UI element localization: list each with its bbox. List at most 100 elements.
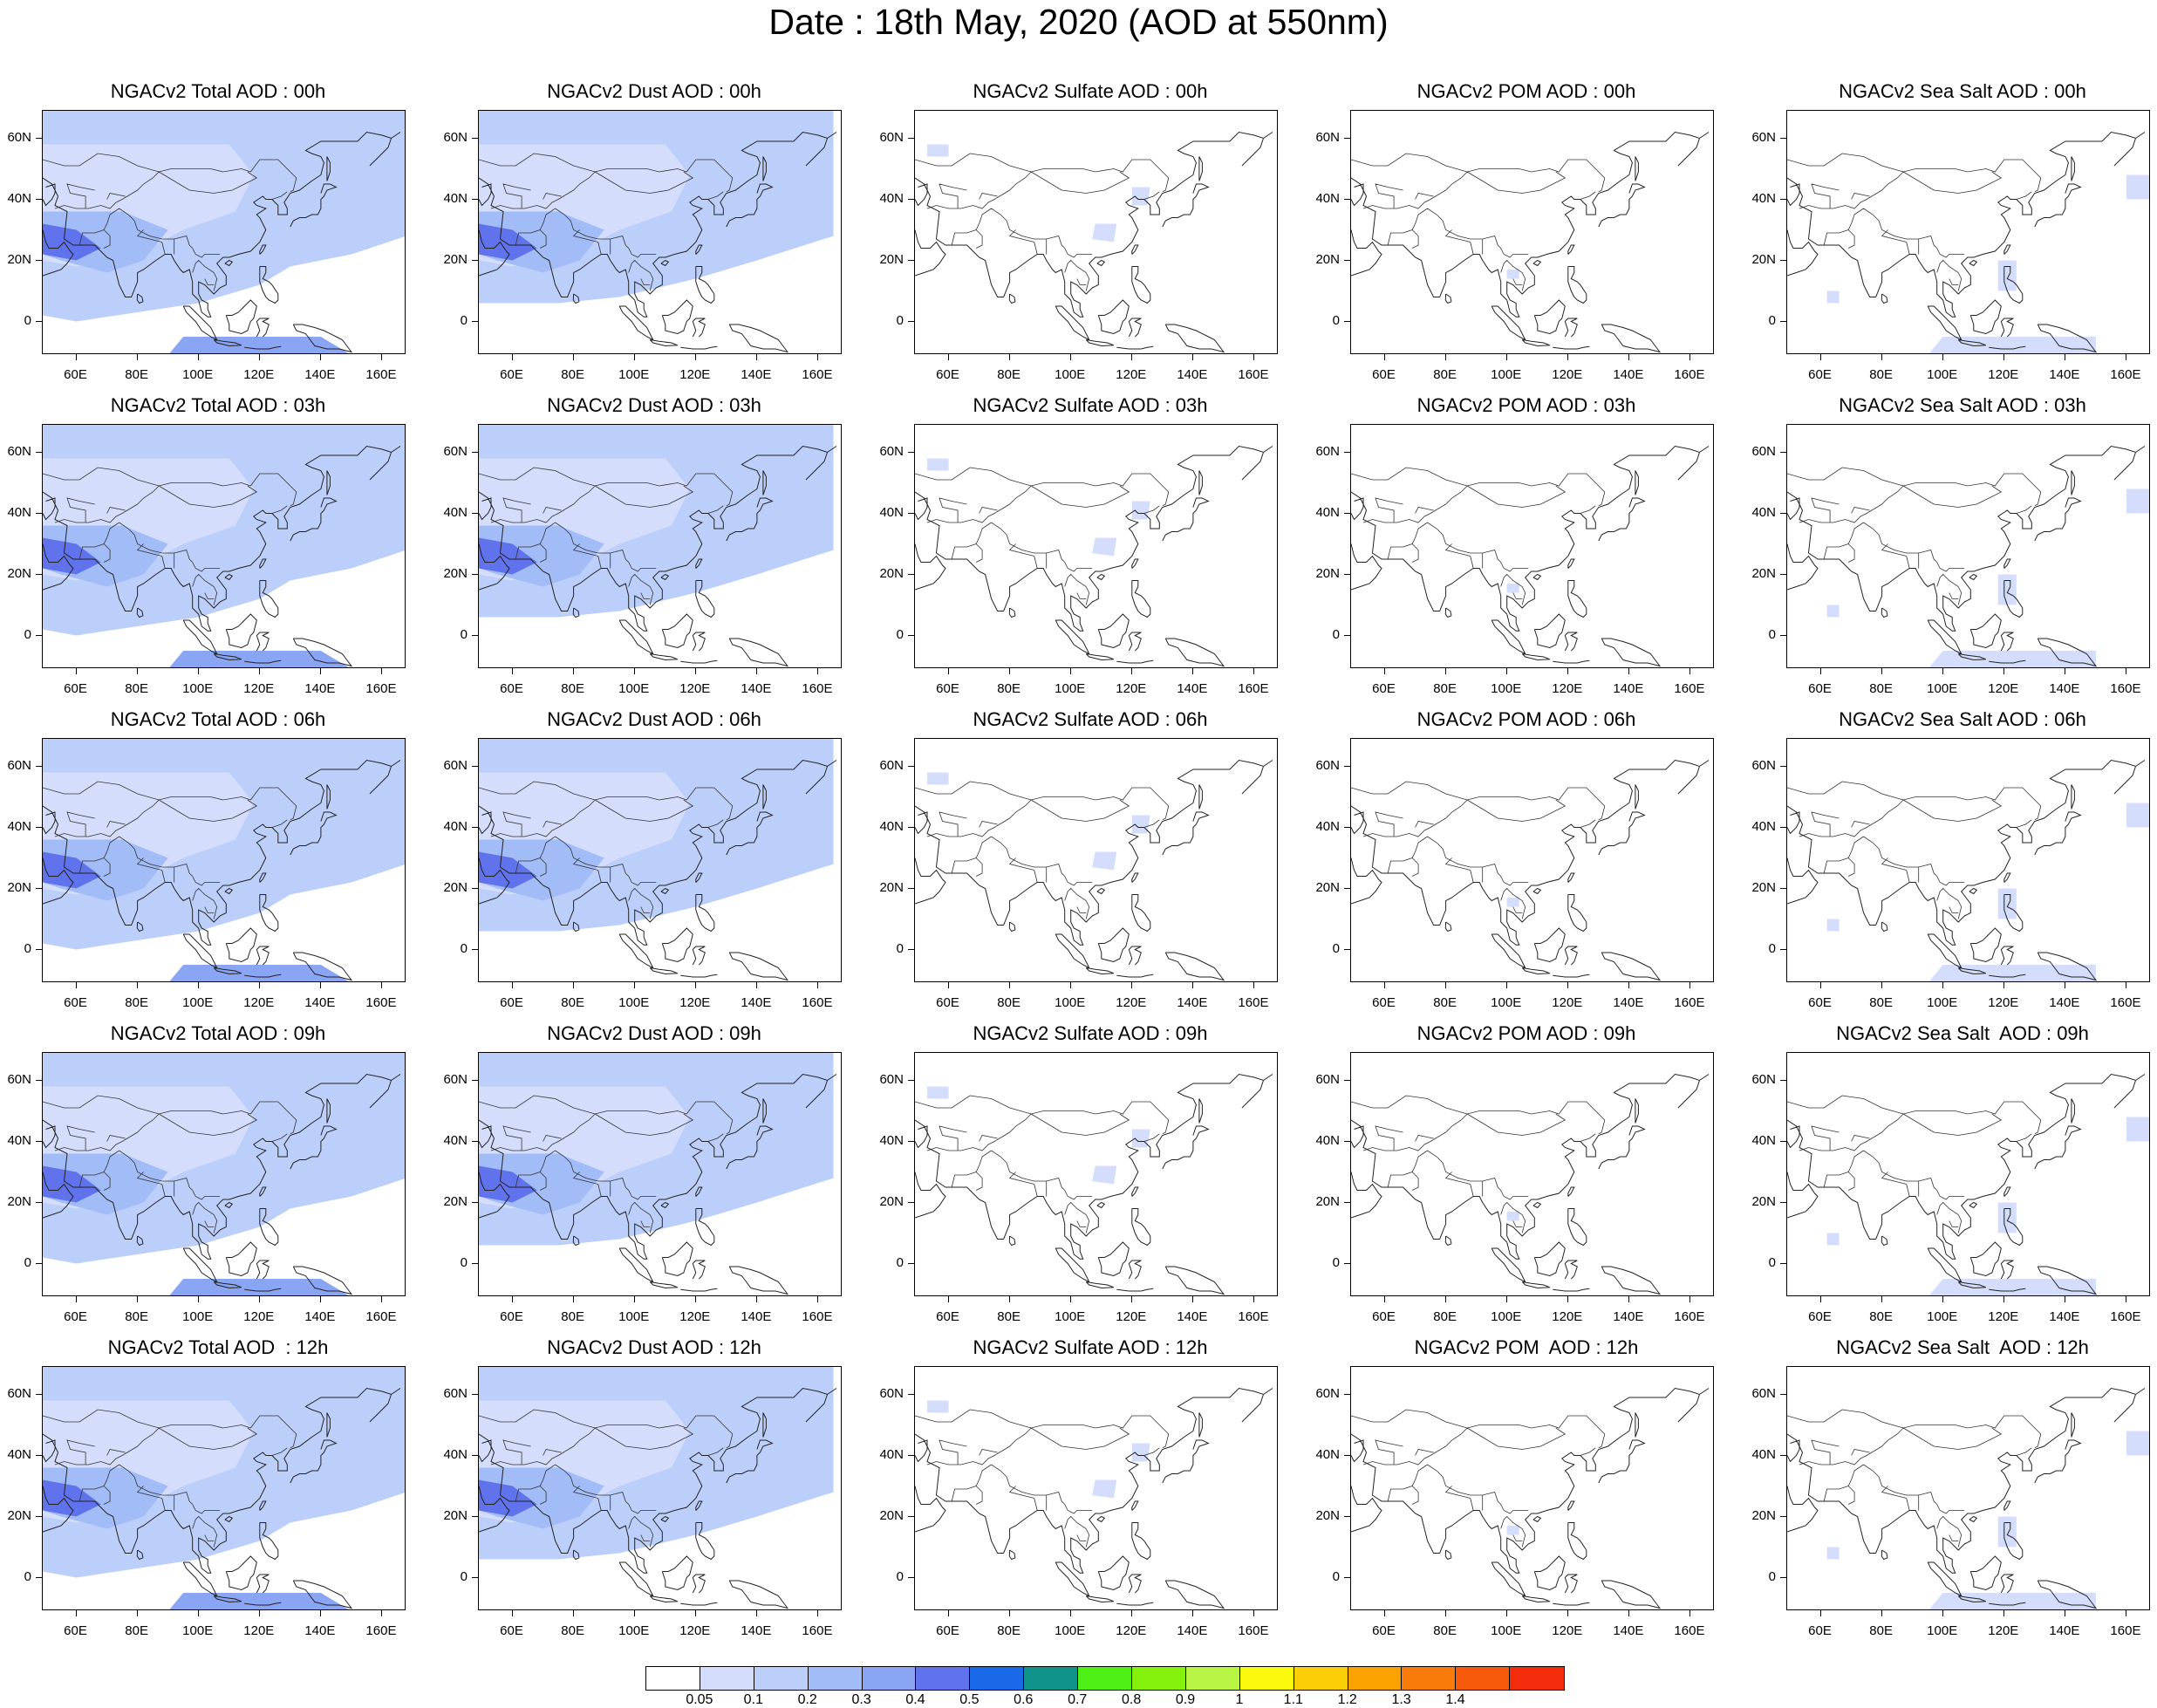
y-tick-label: 0 (896, 940, 904, 956)
y-tick-label: 0 (1768, 1568, 1776, 1584)
aod-shading (169, 1593, 349, 1609)
map-panel: NGACv2 Dust AOD : 00h 60N 40N 20N 0 60E 80E 100… (436, 80, 872, 394)
panel-title: NGACv2 Sea Salt AOD : 12h (1836, 1336, 2089, 1358)
y-tick-label: 60N (1315, 129, 1340, 145)
x-tick (947, 1610, 950, 1616)
x-tick (816, 1296, 819, 1302)
x-tick (1689, 982, 1691, 988)
y-tick-label: 40N (1751, 504, 1776, 520)
x-tick-label: 160E (1238, 681, 1269, 696)
x-tick-label: 60E (1808, 681, 1832, 696)
map-panel: NGACv2 POM AOD : 12h 60N 40N 20N 0 60E 80E 100E… (1308, 1336, 1744, 1650)
aod-shading (1997, 1202, 2017, 1233)
y-tick (472, 1079, 478, 1081)
map-panel: NGACv2 Sea Salt AOD : 12h 60N 40N 20N 0 60E 80… (1744, 1336, 2157, 1650)
y-tick (36, 137, 42, 139)
x-tick-label: 160E (1238, 1309, 1269, 1324)
coastline (43, 1387, 401, 1609)
y-tick (1344, 887, 1350, 889)
y-tick-label: 40N (7, 1446, 31, 1462)
x-tick (755, 1296, 758, 1302)
x-tick (1191, 1610, 1194, 1616)
y-tick-label: 20N (1751, 565, 1776, 581)
x-tick (1130, 1296, 1133, 1302)
y-tick-label: 60N (879, 1385, 904, 1401)
y-tick-label: 0 (1768, 312, 1776, 328)
aod-map (914, 1366, 1278, 1610)
y-tick (908, 259, 914, 261)
aod-shading (1092, 851, 1117, 871)
country-borders (1351, 1409, 1606, 1547)
x-tick-label: 160E (1674, 1623, 1705, 1638)
x-tick (1253, 1296, 1255, 1302)
x-tick-label: 60E (936, 681, 959, 696)
x-tick-label: 120E (1552, 367, 1583, 382)
x-tick-label: 80E (997, 1309, 1020, 1324)
x-tick (1444, 1296, 1447, 1302)
x-tick-label: 60E (500, 995, 523, 1010)
x-tick-label: 120E (1116, 995, 1147, 1010)
y-tick (1344, 1079, 1350, 1081)
x-tick-label: 160E (365, 1309, 397, 1324)
aod-shading (2126, 803, 2149, 828)
x-tick-label: 80E (561, 995, 584, 1010)
x-tick-label: 100E (182, 681, 214, 696)
y-tick (472, 573, 478, 575)
x-tick (2003, 668, 2005, 674)
x-tick (1942, 1296, 1944, 1302)
x-tick (572, 1610, 575, 1616)
x-tick-label: 140E (741, 367, 772, 382)
x-tick (1383, 354, 1386, 360)
x-tick-label: 120E (243, 1309, 275, 1324)
x-tick-label: 80E (561, 1309, 584, 1324)
x-tick (1942, 354, 1944, 360)
x-tick (1505, 1610, 1508, 1616)
x-tick (380, 982, 383, 988)
y-tick (1780, 1201, 1786, 1203)
x-tick (1505, 1296, 1508, 1302)
colorbar-swatch (1294, 1667, 1348, 1690)
country-borders (479, 781, 734, 919)
x-tick-label: 80E (125, 367, 148, 382)
country-borders (479, 1409, 734, 1547)
x-tick (1069, 354, 1072, 360)
x-tick-label: 120E (679, 367, 711, 382)
x-tick-label: 80E (1869, 1309, 1893, 1324)
x-tick (816, 1610, 819, 1616)
y-tick (1780, 1576, 1786, 1578)
aod-shading (1997, 1516, 2017, 1547)
panel-title: NGACv2 POM AOD : 03h (1416, 394, 1636, 416)
x-tick-label: 140E (2049, 995, 2080, 1010)
x-tick-label: 140E (1177, 1623, 1208, 1638)
y-tick (472, 887, 478, 889)
y-tick (36, 1201, 42, 1203)
y-tick-label: 60N (1751, 757, 1776, 773)
y-tick (1780, 948, 1786, 950)
map-panel: NGACv2 Sea Salt AOD : 09h 60N 40N 20N 0 60E 80… (1744, 1022, 2157, 1336)
coastline (1787, 1387, 2146, 1609)
x-tick-label: 80E (125, 1623, 148, 1638)
colorbar-swatch (1185, 1667, 1240, 1690)
y-tick (472, 1576, 478, 1578)
country-borders (479, 153, 734, 291)
x-tick (947, 982, 950, 988)
x-tick-label: 100E (1927, 681, 1958, 696)
panel-title: NGACv2 Sulfate AOD : 12h (973, 1336, 1208, 1358)
x-tick-label: 60E (1372, 681, 1396, 696)
x-tick-label: 140E (2049, 1623, 2080, 1638)
x-tick-label: 100E (1055, 1623, 1086, 1638)
y-tick (472, 451, 478, 453)
x-tick (136, 668, 139, 674)
y-tick-label: 20N (7, 1507, 31, 1523)
x-tick (1383, 982, 1386, 988)
y-tick-label: 40N (443, 190, 468, 206)
map-panel: NGACv2 POM AOD : 00h 60N 40N 20N 0 60E 80E 100E… (1308, 80, 1744, 394)
x-tick-label: 120E (243, 681, 275, 696)
x-tick-label: 80E (1869, 1623, 1893, 1638)
panel-title: NGACv2 Sulfate AOD : 03h (973, 394, 1208, 416)
x-tick (2125, 354, 2127, 360)
x-tick-label: 140E (741, 1309, 772, 1324)
coastline (1351, 759, 1710, 981)
panel-grid: NGACv2 Total AOD : 00h 60N 40N 20N 0 60E 80E 10… (7, 80, 2157, 1650)
y-tick-label: 40N (7, 504, 31, 520)
